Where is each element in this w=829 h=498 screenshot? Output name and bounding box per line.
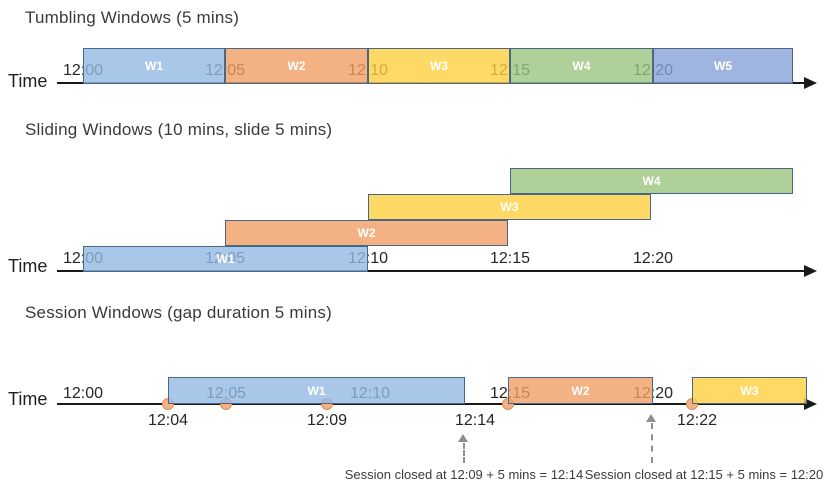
- session-event-label: 12:14: [454, 412, 496, 429]
- sliding-title: Sliding Windows (10 mins, slide 5 mins): [25, 120, 333, 139]
- sliding-time-axis-label: Time: [8, 256, 48, 276]
- tumbling-window-w2: W2: [225, 48, 368, 84]
- tumbling-time-axis-label: Time: [8, 71, 48, 91]
- session-tick: 12:00: [62, 385, 104, 402]
- session-event-label: 12:09: [306, 412, 348, 429]
- sliding-axis-line: [57, 270, 807, 272]
- session-window-w3-label: W3: [740, 383, 759, 398]
- session-window-w3: W3: [692, 377, 807, 404]
- tumbling-window-w1: W1: [83, 48, 225, 84]
- up-arrowhead-icon: [458, 434, 468, 442]
- tumbling-window-w5-label: W5: [714, 59, 732, 73]
- sliding-window-w4: W4: [510, 168, 793, 194]
- sliding-tick: 12:20: [632, 250, 674, 267]
- tumbling-window-w4-label: W4: [572, 59, 591, 73]
- session-window-w1: W1: [168, 377, 465, 404]
- session-axis-line: [57, 403, 807, 405]
- tumbling-title: Tumbling Windows (5 mins): [25, 8, 240, 27]
- sliding-window-w1-label: W1: [216, 252, 235, 266]
- tumbling-window-w2-label: W2: [287, 59, 306, 73]
- sliding-window-w3: W3: [368, 194, 651, 220]
- session-title: Session Windows (gap duration 5 mins): [25, 303, 332, 322]
- tumbling-window-w3-label: W3: [430, 59, 448, 73]
- sliding-window-w4-label: W4: [642, 174, 661, 188]
- sliding-window-w2: W2: [225, 220, 508, 246]
- sliding-window-w3-label: W3: [500, 200, 519, 214]
- tumbling-window-w3: W3: [368, 48, 510, 84]
- session-window-w1-label: W1: [307, 383, 326, 398]
- session-closed-annotation-1: Session closed at 12:09 + 5 mins = 12:14: [344, 467, 584, 482]
- tumbling-window-w5: W5: [653, 48, 793, 84]
- tumbling-axis-arrowhead-icon: [804, 77, 817, 89]
- session-closed-annotation-2: Session closed at 12:15 + 5 mins = 12:20: [584, 467, 824, 482]
- session-window-w2: W2: [508, 377, 653, 404]
- dashed-arrow-stem: [651, 423, 653, 463]
- sliding-window-w1: W1: [83, 246, 368, 272]
- session-axis-arrowhead-icon: [804, 398, 817, 410]
- tumbling-window-w4: W4: [510, 48, 653, 84]
- session-window-w2-label: W2: [571, 383, 590, 398]
- sliding-axis-arrowhead-icon: [804, 265, 817, 277]
- sliding-tick: 12:15: [489, 250, 531, 267]
- session-event-label: 12:04: [147, 412, 189, 429]
- up-arrowhead-icon: [646, 414, 656, 422]
- tumbling-window-w1-label: W1: [145, 59, 163, 73]
- session-time-axis-label: Time: [8, 389, 48, 409]
- session-event-label: 12:22: [676, 412, 718, 429]
- sliding-window-w2-label: W2: [357, 226, 376, 240]
- dashed-arrow-stem: [463, 443, 465, 463]
